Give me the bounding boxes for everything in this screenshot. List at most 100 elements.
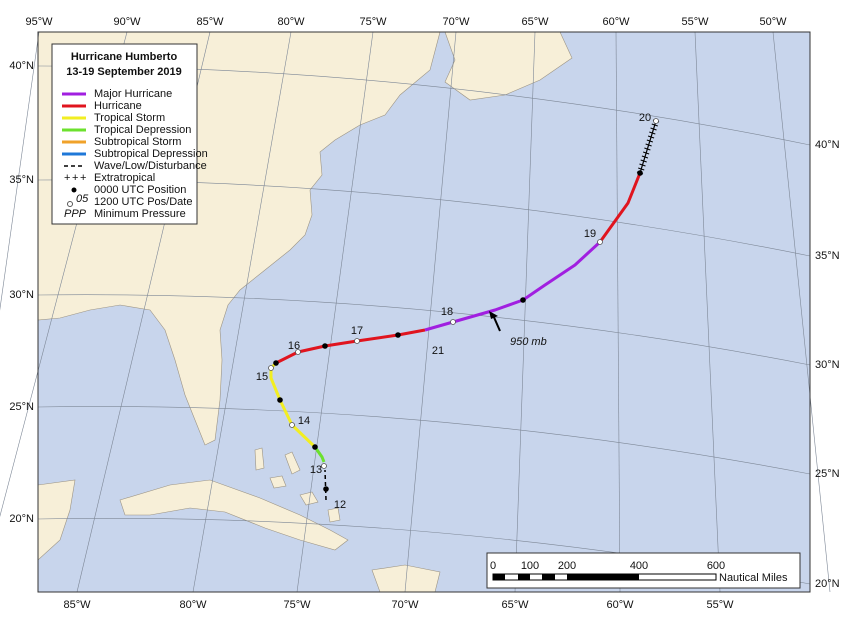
position-0000	[322, 343, 328, 349]
title: Hurricane Humberto	[71, 51, 178, 63]
scale-bar-fill	[542, 574, 555, 580]
position-1200	[597, 239, 603, 245]
position-0000	[637, 170, 643, 176]
date-label: 13	[310, 464, 322, 476]
extratropical-tick	[650, 127, 657, 131]
legend-box	[51, 43, 198, 225]
meridian	[192, 31, 292, 593]
date-label: 15	[256, 371, 268, 383]
lon-label: 90°W	[113, 16, 141, 28]
legend-marker	[67, 201, 73, 207]
lon-label: 55°W	[706, 599, 734, 611]
position-1200	[289, 422, 295, 428]
meridian	[615, 31, 621, 593]
lat-label: 25°N	[815, 468, 840, 480]
lat-label: 25°N	[9, 401, 34, 413]
date-label: 12	[334, 499, 346, 511]
legend-label: Subtropical Depression	[94, 148, 208, 160]
track-segment	[598, 172, 642, 243]
legend-marker: +	[72, 172, 78, 184]
lat-label: 40°N	[815, 139, 840, 151]
meridian	[514, 31, 536, 593]
position-0000	[323, 486, 329, 492]
lat-label: 35°N	[9, 174, 34, 186]
legend-label: 1200 UTC Pos/Date	[94, 196, 192, 208]
legend-icon-label: 05	[76, 193, 89, 205]
date-label: 21	[432, 345, 444, 357]
subtitle: 13-19 September 2019	[66, 66, 182, 78]
lat-label: 20°N	[9, 513, 34, 525]
legend-label: Tropical Storm	[94, 112, 165, 124]
meridian	[296, 31, 374, 593]
position-0000	[520, 297, 526, 303]
lon-label: 60°W	[606, 599, 634, 611]
track-segment	[324, 469, 327, 501]
legend-label: Hurricane	[94, 100, 142, 112]
lat-label: 40°N	[9, 60, 34, 72]
lon-label: 50°W	[759, 16, 787, 28]
date-label: 14	[298, 415, 310, 427]
lon-label: 80°W	[277, 16, 305, 28]
extratropical-tick	[639, 163, 646, 167]
extratropical-tick	[641, 155, 649, 159]
lon-label: 60°W	[602, 16, 630, 28]
date-label: 17	[351, 325, 363, 337]
legend-marker: +	[80, 172, 86, 184]
lon-label: 65°W	[501, 599, 529, 611]
pressure-arrow	[492, 314, 501, 332]
meridian	[404, 31, 457, 593]
lon-label: 65°W	[521, 16, 549, 28]
scale-bar-fill	[567, 574, 639, 580]
legend-label: Subtropical Storm	[94, 136, 181, 148]
position-1200	[450, 319, 456, 325]
extratropical-track	[639, 120, 657, 174]
pressure-label: 950 mb	[510, 336, 547, 348]
lon-label: 95°W	[25, 16, 53, 28]
position-0000	[273, 360, 279, 366]
coordinate-labels: 95°W 90°W 85°W 80°W 75°W 70°W 65°W 60°W 55°W 50°W…	[9, 16, 839, 611]
position-1200	[653, 118, 659, 124]
scale-unit: Nautical Miles	[719, 572, 788, 584]
lat-label: 20°N	[815, 578, 840, 590]
date-label: 16	[288, 340, 300, 352]
parallel	[37, 406, 811, 475]
meridian	[772, 31, 831, 593]
scale-bar-fill	[493, 574, 505, 580]
extratropical-tick	[649, 131, 656, 135]
lon-label: 75°W	[359, 16, 387, 28]
lat-label: 30°N	[815, 359, 840, 371]
position-0000	[395, 332, 401, 338]
scale-box	[486, 552, 801, 589]
legend-icon-label: PPP	[64, 208, 87, 220]
position-0000	[277, 397, 283, 403]
track-segment	[313, 446, 326, 463]
extratropical-tick	[638, 167, 645, 171]
extratropical-tick	[642, 151, 650, 155]
scale-label: 200	[558, 560, 576, 572]
legend-label: Major Hurricane	[94, 88, 172, 100]
legend-label: Minimum Pressure	[94, 208, 186, 220]
extratropical-tick	[644, 147, 651, 151]
legend-marker	[71, 187, 77, 193]
lat-label: 30°N	[9, 289, 34, 301]
extratropical-tick	[640, 159, 647, 163]
legend: Hurricane Humberto 13-19 September 2019 …	[51, 43, 208, 225]
position-0000	[312, 444, 318, 450]
legend-label: Tropical Depression	[94, 124, 191, 136]
lat-label: 35°N	[815, 250, 840, 262]
legend-label: 0000 UTC Position	[94, 184, 186, 196]
position-1200	[321, 463, 327, 469]
date-label: 19	[584, 228, 596, 240]
scale-label: 100	[521, 560, 539, 572]
position-1200	[295, 349, 301, 355]
lon-label: 55°W	[681, 16, 709, 28]
position-1200	[354, 338, 360, 344]
extratropical-tick	[645, 143, 652, 147]
lon-label: 80°W	[179, 599, 207, 611]
storm-track: 12 13 14 15 16 17 18 19 20 21 950 mb	[256, 112, 660, 511]
lon-label: 70°W	[391, 599, 419, 611]
map-frame	[37, 31, 811, 593]
